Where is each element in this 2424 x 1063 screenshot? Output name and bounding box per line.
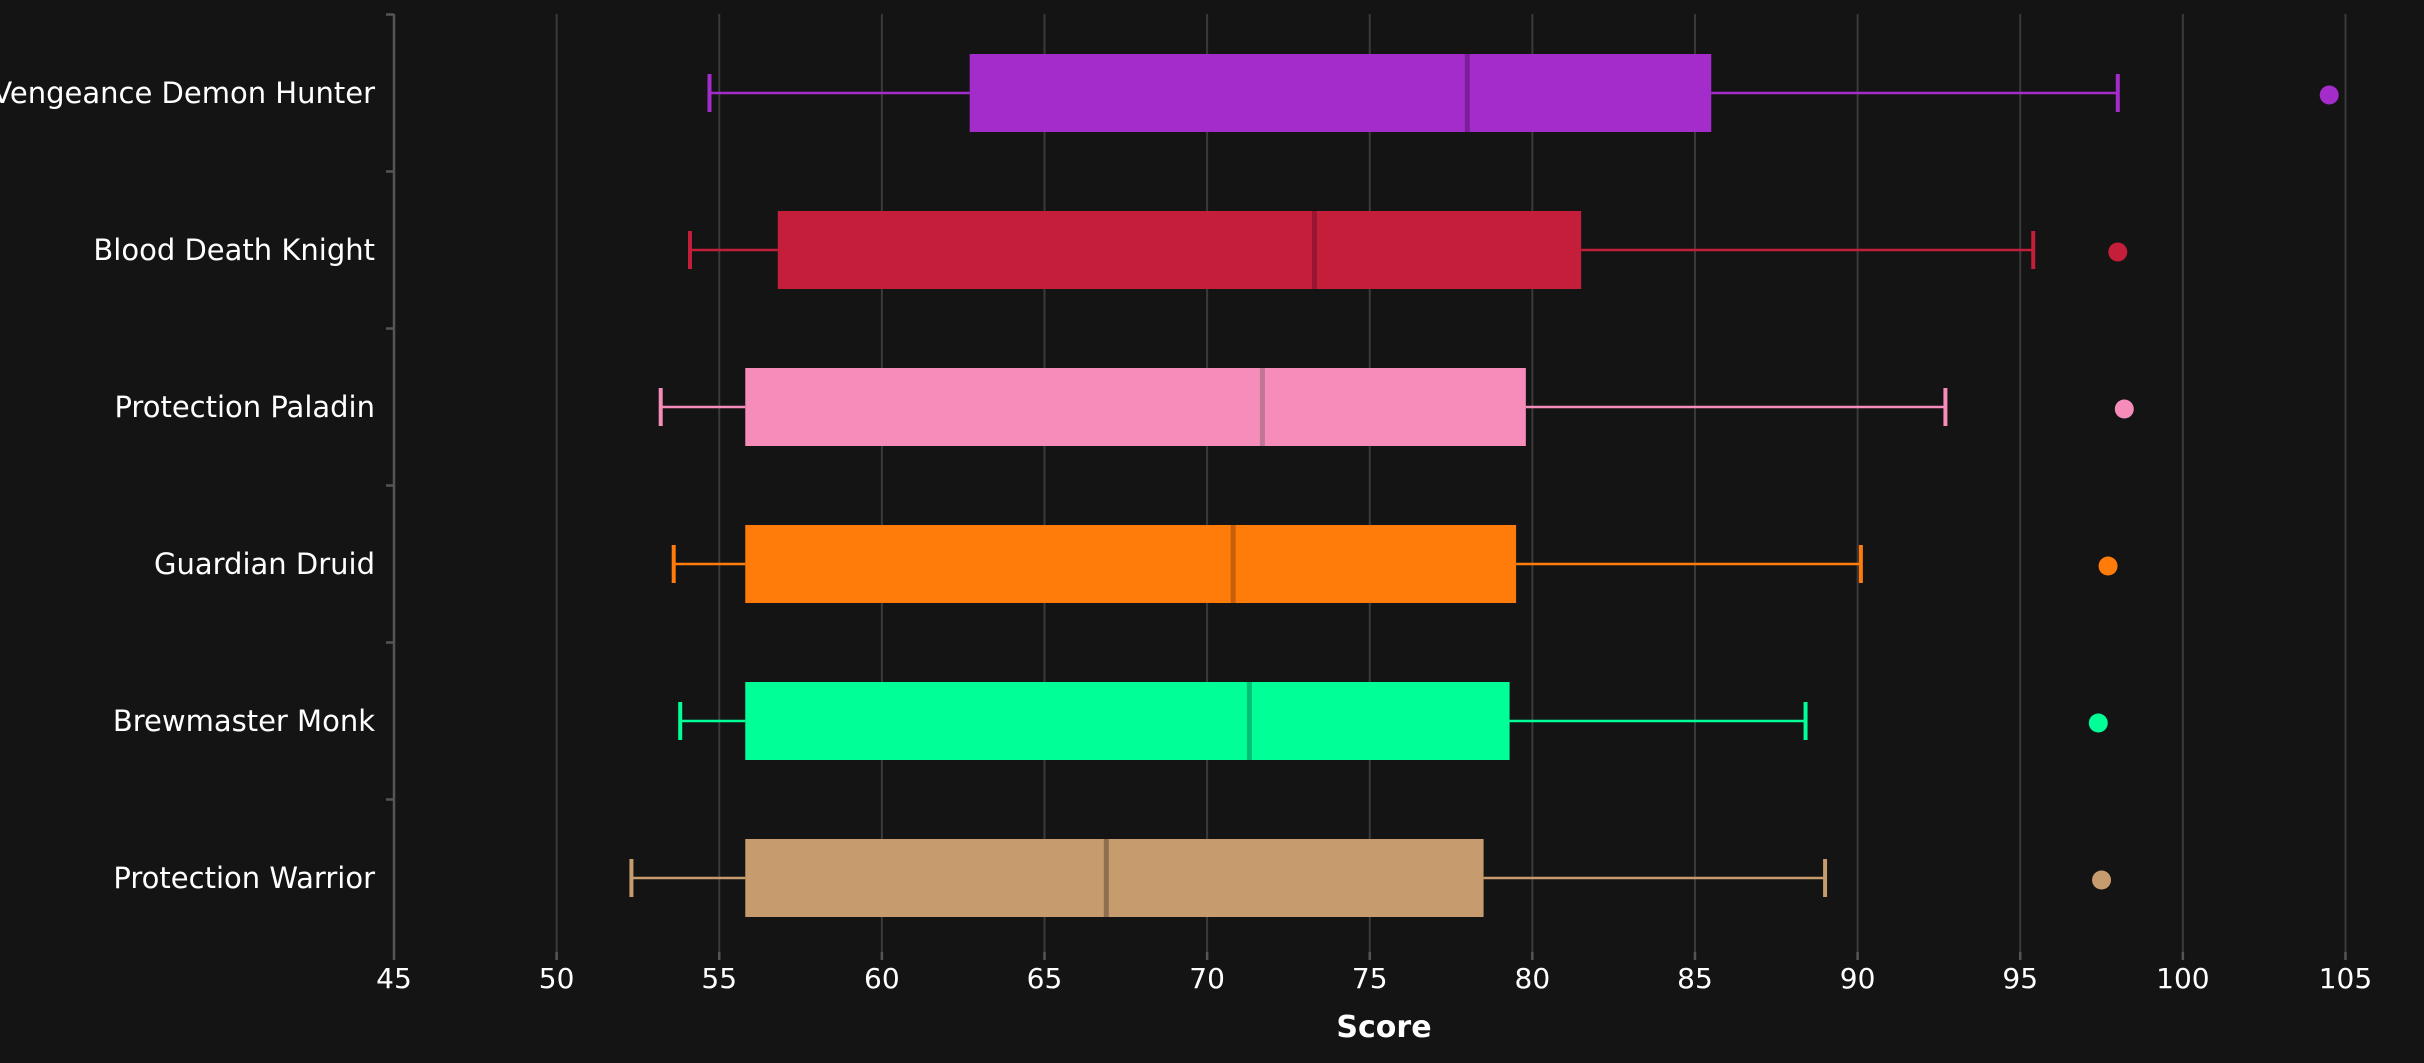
box-group [658,368,2134,446]
x-tick-label: 105 [2319,962,2372,995]
outlier-point [2092,870,2112,890]
box-iqr [777,211,1582,289]
box-iqr [745,839,1484,917]
box-layer [629,54,2339,917]
x-tick-label: 85 [1677,962,1713,995]
box-iqr [969,54,1712,132]
box-iqr [745,368,1526,446]
outlier-point [2108,242,2128,262]
box-group [671,525,2118,603]
outlier-point [2098,556,2118,576]
x-axis-title: Score [1336,1010,1431,1045]
box-iqr [745,682,1510,760]
grid-layer [555,14,2347,952]
category-label: Protection Warrior [113,861,375,895]
label-layer: 45 50 55 60 65 70 75 80 85 90 95 100 105 Vengeance De… [0,76,2372,995]
box-group [687,211,2128,289]
axis-layer [386,13,2347,960]
x-tick-label: 95 [2002,962,2038,995]
outlier-point [2319,85,2339,105]
box-group [707,54,2339,132]
category-label: Blood Death Knight [93,233,375,267]
box-group [629,839,2112,917]
x-tick-label: 45 [376,962,412,995]
x-tick-label: 65 [1027,962,1063,995]
x-tick-label: 50 [539,962,575,995]
x-tick-label: 75 [1352,962,1388,995]
category-label: Brewmaster Monk [113,704,375,738]
category-label: Protection Paladin [114,390,375,424]
x-tick-label: 80 [1515,962,1551,995]
x-tick-label: 55 [701,962,737,995]
x-tick-label: 100 [2156,962,2209,995]
category-label: Vengeance Demon Hunter [0,76,375,110]
x-tick-label: 90 [1840,962,1876,995]
box-iqr [745,525,1517,603]
outlier-point [2088,713,2108,733]
category-label: Guardian Druid [154,547,375,581]
box-group [678,682,2108,760]
outlier-point [2114,399,2134,419]
x-tick-label: 70 [1189,962,1225,995]
x-tick-label: 60 [864,962,900,995]
